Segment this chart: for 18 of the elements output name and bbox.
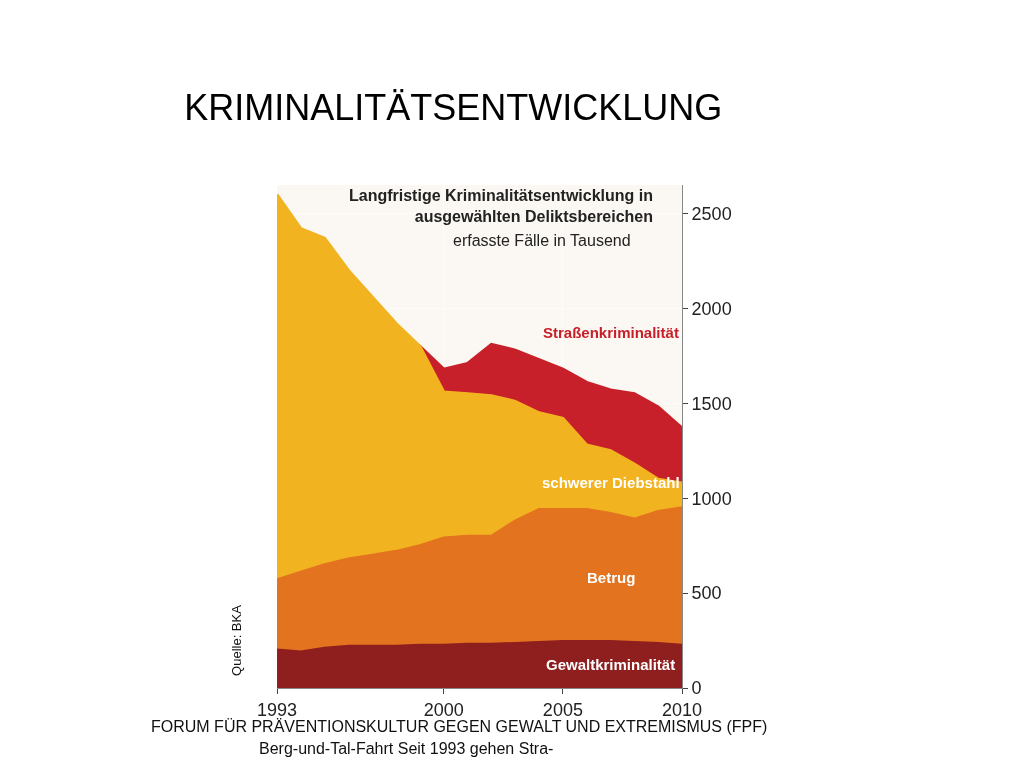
y-tick-label: 2500 bbox=[691, 203, 732, 224]
series-label: Betrug bbox=[587, 569, 636, 586]
chart-title: KRIMINALITÄTSENTWICKLUNG bbox=[184, 87, 723, 129]
text: FORUM FÜR PRÄVENTIONSKULTUR GEGEN GEWALT UND EXTREMISMUS (FPF) bbox=[151, 718, 768, 735]
y-tick-label: 1000 bbox=[691, 488, 732, 509]
series-label: Gewaltkriminalität bbox=[546, 656, 676, 673]
series-label: Straßenkriminalität bbox=[543, 324, 679, 341]
y-tick-label: 2000 bbox=[691, 298, 732, 319]
x-tick-label: 2005 bbox=[542, 699, 583, 720]
text: Berg-und-Tal-Fahrt Seit 1993 gehen Stra- bbox=[259, 740, 554, 757]
y-tick-label: 1500 bbox=[691, 393, 732, 414]
source-note: Quelle: BKA bbox=[229, 604, 245, 676]
y-tick-label: 500 bbox=[691, 583, 722, 604]
y-tick-label: 0 bbox=[691, 678, 702, 699]
y-axis-title: erfasste Fälle in Tausend bbox=[453, 232, 631, 249]
x-tick-label: 2010 bbox=[661, 699, 703, 720]
series-label: schwerer Diebstahl bbox=[542, 474, 680, 491]
x-tick-label: 2000 bbox=[423, 699, 464, 720]
